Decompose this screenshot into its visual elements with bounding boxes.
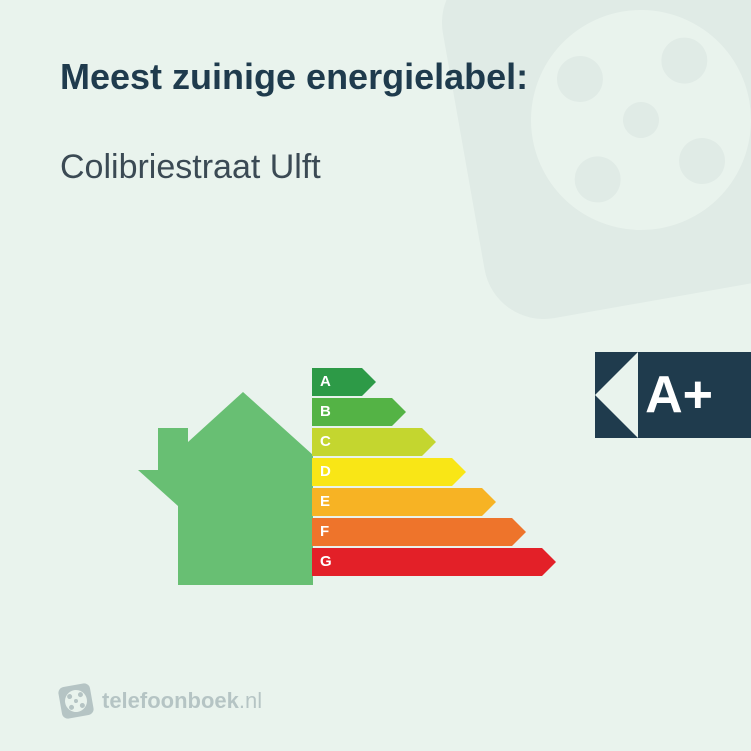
energy-bar-c: C <box>312 428 542 456</box>
bar-label: D <box>320 463 331 480</box>
footer-brand: telefoonboek.nl <box>60 685 262 717</box>
telefoonboek-icon <box>57 682 94 719</box>
energy-bar-e: E <box>312 488 542 516</box>
bar-label: F <box>320 523 329 540</box>
bar-label: A <box>320 373 331 390</box>
energy-bar-d: D <box>312 458 542 486</box>
energy-bar-a: A <box>312 368 542 396</box>
bar-label: B <box>320 403 331 420</box>
rating-value: A+ <box>645 365 713 425</box>
footer-tld: .nl <box>239 688 262 713</box>
energy-label-card: Meest zuinige energielabel: Colibriestra… <box>0 0 751 751</box>
energy-bar-g: G <box>312 548 542 576</box>
footer-brand-name: telefoonboek <box>102 688 239 713</box>
rating-badge: A+ <box>595 352 751 438</box>
bar-label: E <box>320 493 330 510</box>
bar-label: C <box>320 433 331 450</box>
watermark <box>432 0 751 329</box>
house-icon <box>138 370 313 585</box>
bar-label: G <box>320 553 332 570</box>
footer-text: telefoonboek.nl <box>102 688 262 714</box>
energy-bar-f: F <box>312 518 542 546</box>
energy-bar-b: B <box>312 398 542 426</box>
energy-bars: ABCDEFG <box>312 368 542 578</box>
